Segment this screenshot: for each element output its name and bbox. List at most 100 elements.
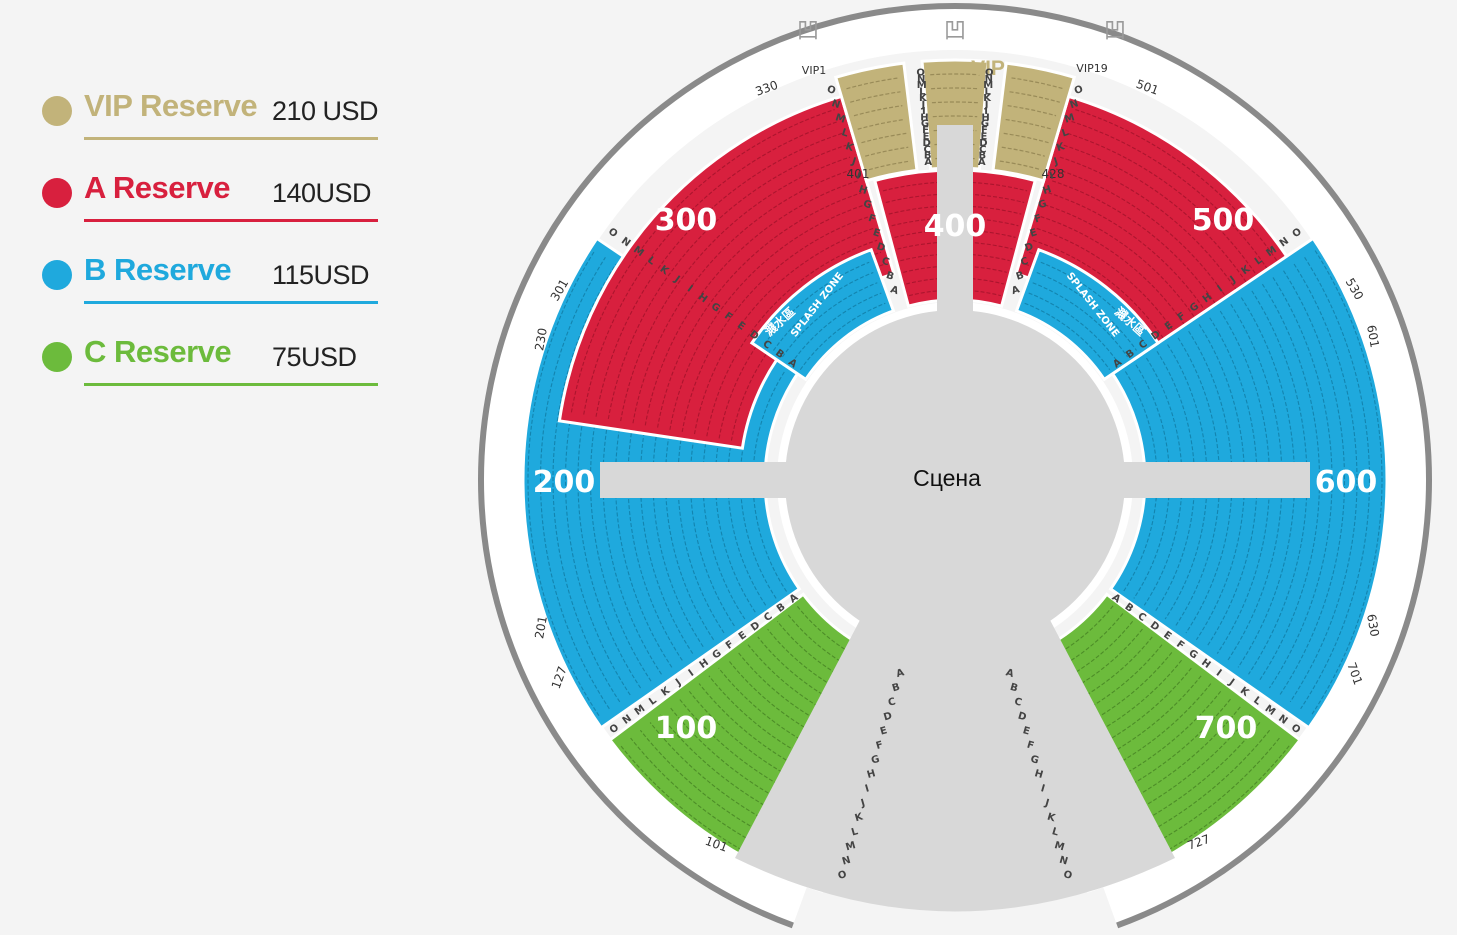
seat-row xyxy=(1248,290,1308,675)
stage-ramp-top xyxy=(937,125,973,325)
vip-tier-name: VIP Reserve xyxy=(84,88,258,123)
seat-row xyxy=(1289,263,1358,703)
entrance-mark-1: 凹 xyxy=(797,19,819,44)
aisle-top-right-row-letter: A xyxy=(1010,284,1021,297)
seat-row xyxy=(853,105,903,117)
aisle-left-upper-row-letter: J xyxy=(671,274,681,286)
seat-row xyxy=(669,204,866,430)
aisle-top-left-row-letter: J xyxy=(849,156,857,168)
seat-row xyxy=(570,109,835,413)
seat-number-end-200: 230 xyxy=(532,327,550,352)
seat-row xyxy=(657,192,862,428)
aisle-right-upper-row-letter: I xyxy=(1216,284,1225,295)
section-300-block[interactable] xyxy=(557,94,896,450)
vip-right-row-letter: L xyxy=(985,87,992,98)
aisle-right-upper-row-letter: O xyxy=(1291,226,1304,240)
aisle-top-right-row-letter: B xyxy=(1015,270,1026,283)
seat-row xyxy=(1206,317,1258,647)
aisle-bottom-left-row-letter: O xyxy=(837,869,848,882)
section-600-label: 600 xyxy=(1315,465,1378,500)
aisle-bottom-right-row-letter: I xyxy=(1039,783,1046,795)
stage-ramp-left xyxy=(600,462,820,498)
stage-runway xyxy=(735,620,1175,912)
seat-row xyxy=(527,250,600,716)
seat-row xyxy=(1258,283,1321,682)
seat-row xyxy=(868,160,911,171)
seat-row xyxy=(903,265,1007,273)
a-underline xyxy=(84,219,378,222)
seat-row xyxy=(669,706,834,825)
aisle-top-left-row-letter: I xyxy=(855,170,862,182)
aisle-top-left-row-letter: D xyxy=(875,241,886,254)
seat-row xyxy=(1059,156,1290,422)
vip-right-row-letter: B xyxy=(979,151,987,162)
aisle-top-right-row-letter: F xyxy=(1033,213,1043,226)
aisle-bottom-right-row-letter: F xyxy=(1026,740,1036,752)
stage xyxy=(600,125,1310,912)
c-tier-price: 75USD xyxy=(272,342,357,372)
seat-row xyxy=(706,239,878,437)
splash-zone-block xyxy=(749,247,896,382)
aisle-top-left-row-letter: F xyxy=(867,213,877,226)
vip-block-1[interactable] xyxy=(833,61,919,183)
section-100-label: 100 xyxy=(655,711,718,746)
aisle-left-upper-row-letter: I xyxy=(685,284,694,295)
vip-right-row-letter: C xyxy=(979,144,986,155)
aisle-bottom-left-row-letter: F xyxy=(875,740,885,752)
seat-row xyxy=(539,256,610,710)
vip-left-row-letter: H xyxy=(920,112,928,123)
seat-number-start-200: 201 xyxy=(532,615,550,640)
seat-row xyxy=(681,216,870,432)
seat-row xyxy=(714,351,756,613)
vip-left-box-label: VIP1 xyxy=(802,64,826,77)
aisle-bottom-left-row-letter: M xyxy=(844,840,857,853)
section-300[interactable] xyxy=(557,94,896,450)
aisle-bottom-right-row-letter: G xyxy=(1029,754,1040,767)
aisle-top-left-row-letter: L xyxy=(840,127,850,140)
splash-zone-right xyxy=(1014,247,1161,382)
aisle-top-left-row-letter: K xyxy=(844,141,856,154)
seat-row xyxy=(652,317,704,647)
aisle-bottom-right-row-letter: C xyxy=(1013,696,1023,709)
vip-right-row-letter: I xyxy=(984,106,988,117)
c-tier-name: C Reserve xyxy=(84,334,232,369)
seat-row xyxy=(1007,105,1057,117)
vip-tier-price: 210 USD xyxy=(272,96,379,126)
vip-right-row-letter: O xyxy=(985,67,994,78)
aisle-top-right-row-letter: C xyxy=(1019,256,1029,269)
seat-row xyxy=(595,132,843,417)
seat-row xyxy=(1300,256,1371,710)
seat-row xyxy=(857,118,905,130)
seat-row xyxy=(1048,192,1253,428)
section-400-label: 400 xyxy=(924,209,987,244)
seat-row xyxy=(799,302,886,370)
seat-row xyxy=(908,289,1002,297)
seat-row xyxy=(1026,613,1124,683)
aisle-bottom-left-row-letter: N xyxy=(841,855,852,868)
aisle-bottom-left-row-letter: I xyxy=(864,783,871,795)
aisle-bottom-right-row-letter: O xyxy=(1062,869,1073,882)
aisle-bottom-left-row-letter: G xyxy=(870,754,881,767)
section-500-label: 500 xyxy=(1192,203,1255,238)
seat-row xyxy=(846,77,899,90)
aisle-left-lower-row-letter: I xyxy=(687,668,696,679)
aisle-top-right-row-letter: M xyxy=(1063,112,1076,126)
aisle-bottom-right-row-letter: D xyxy=(1017,711,1028,724)
vip-left-row-letter: B xyxy=(924,151,932,162)
vip-left-row-letter: G xyxy=(921,119,929,130)
aisle-top-right-row-letter: O xyxy=(1073,84,1084,97)
seat-row xyxy=(930,73,980,76)
vip-right-row-letter: M xyxy=(983,80,993,91)
seat-row xyxy=(1003,132,1049,144)
stage-label: Сцена xyxy=(913,465,981,491)
b-underline xyxy=(84,301,378,304)
aisle-top-right-row-letter: N xyxy=(1069,98,1080,111)
seat-row xyxy=(931,101,979,104)
vip-right-row-letter: K xyxy=(983,93,992,104)
aisle-right-lower-row-letter: I xyxy=(1214,668,1223,679)
vip-underline xyxy=(84,137,378,140)
seat-row xyxy=(1089,729,1271,860)
aisle-bottom-left-row-letter: K xyxy=(854,811,866,824)
seat-row xyxy=(1084,722,1261,848)
seat-row xyxy=(773,272,874,351)
